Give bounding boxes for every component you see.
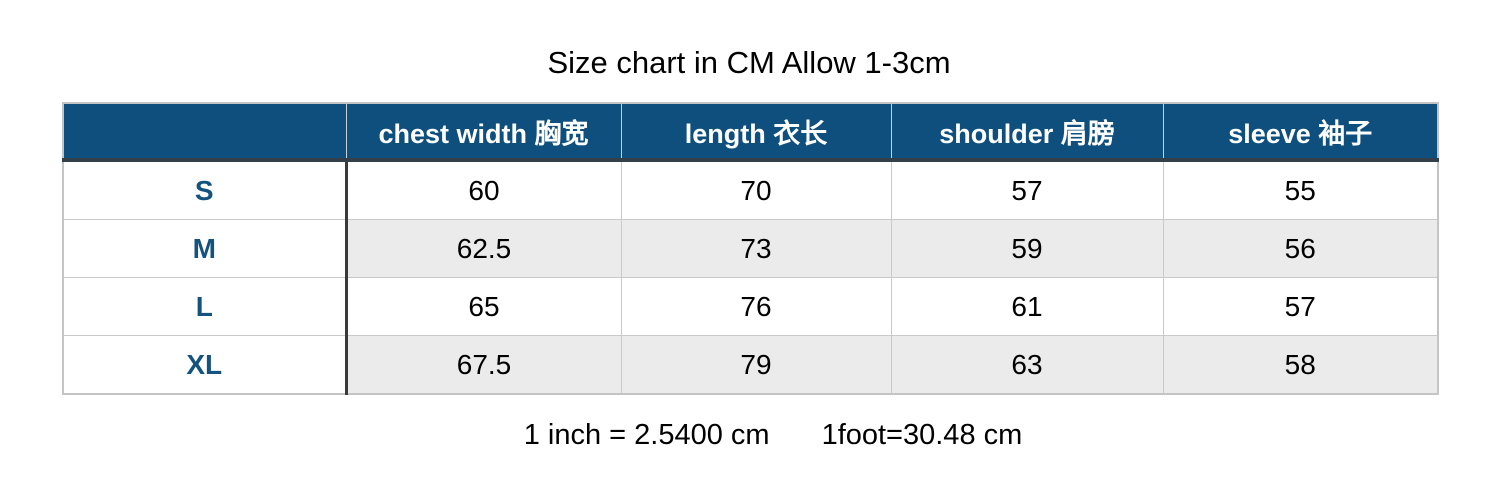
size-table-head: chest width 胸宽 length 衣长 shoulder 肩膀 sleeve…: [63, 103, 1438, 162]
measurement-cell: 67.5: [345, 335, 622, 395]
size-row-l: L 65 76 61 57: [62, 277, 1439, 336]
measurement-cell: 59: [890, 219, 1164, 278]
measurement-cell: 76: [620, 277, 892, 336]
measurement-cell: 58: [1162, 335, 1439, 395]
measurement-cell: 70: [620, 159, 892, 220]
measurement-cell: 65: [345, 277, 622, 336]
size-label-cell: L: [62, 277, 348, 336]
size-column-corner-cell: [63, 103, 346, 162]
measurement-cell: 60: [345, 159, 622, 220]
measurement-cell: 63: [890, 335, 1164, 395]
measurement-cell: 57: [890, 159, 1164, 220]
size-row-s: S 60 70 57 55: [62, 159, 1439, 220]
size-label-cell: S: [62, 159, 348, 220]
size-column-header: chest width 胸宽: [345, 103, 621, 162]
measurement-cell: 79: [620, 335, 892, 395]
size-table-body: S 60 70 57 55 M 62.5 73 59 56 L 65 76 61 57 XL 67.5 79 63 5…: [62, 159, 1439, 395]
size-table-head-row: chest width 胸宽 length 衣长 shoulder 肩膀 sleeve…: [63, 103, 1438, 162]
measurement-cell: 73: [620, 219, 892, 278]
size-label-cell: M: [62, 219, 348, 278]
foot-conversion-note: 1foot=30.48 cm: [821, 419, 1023, 451]
size-label-cell: XL: [62, 335, 348, 395]
inch-conversion-note: 1 inch = 2.5400 cm: [523, 419, 770, 451]
page-title: Size chart in CM Allow 1-3cm: [547, 45, 951, 80]
measurement-cell: 56: [1162, 219, 1439, 278]
measurement-cell: 55: [1162, 159, 1439, 220]
size-row-xl: XL 67.5 79 63 58: [62, 335, 1439, 395]
measurement-cell: 62.5: [345, 219, 622, 278]
size-column-header: sleeve 袖子: [1162, 103, 1438, 162]
size-row-m: M 62.5 73 59 56: [62, 219, 1439, 278]
measurement-cell: 61: [890, 277, 1164, 336]
size-column-header: shoulder 肩膀: [890, 103, 1163, 162]
measurement-cell: 57: [1162, 277, 1439, 336]
size-chart-table: chest width 胸宽 length 衣长 shoulder 肩膀 sleeve…: [62, 102, 1439, 395]
size-column-header: length 衣长: [620, 103, 891, 162]
conversion-note: 1 inch = 2.5400 cm 1foot=30.48 cm: [24, 419, 1498, 451]
